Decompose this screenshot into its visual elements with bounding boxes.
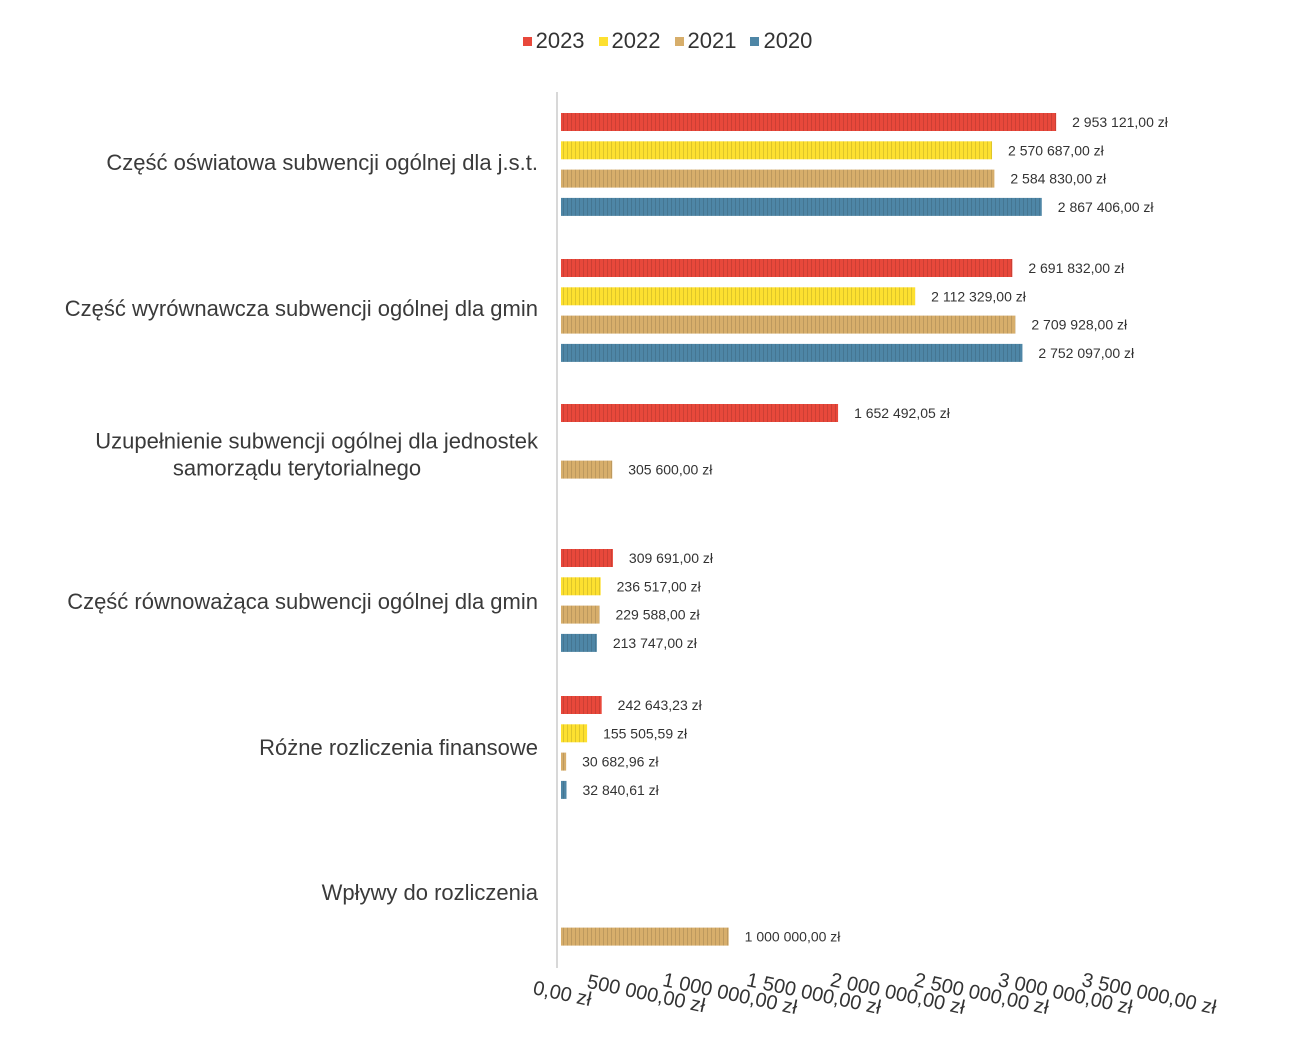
legend-label-2023: 2023 — [535, 28, 585, 53]
bar-2022-4 — [561, 724, 588, 743]
legend-swatch-2023 — [522, 36, 532, 46]
legend-swatch-2022 — [598, 36, 608, 46]
data-label-2021-0: 2 584 830,00 zł — [1010, 171, 1107, 187]
data-label-2023-2: 1 652 492,05 zł — [854, 405, 951, 421]
bar-2022-3 — [561, 577, 601, 596]
data-label-2021-5: 1 000 000,00 zł — [745, 929, 842, 945]
bar-2020-3 — [561, 633, 597, 652]
category-label-0: Część oświatowa subwencji ogólnej dla j.… — [106, 150, 538, 175]
bar-2023-3 — [561, 549, 613, 567]
category-label-5: Wpływy do rozliczenia — [322, 880, 539, 905]
bar-2021-2 — [561, 460, 613, 479]
data-label-2020-3: 213 747,00 zł — [613, 635, 698, 651]
data-label-2020-1: 2 752 097,00 zł — [1038, 345, 1135, 361]
category-label-4: Różne rozliczenia finansowe — [259, 735, 538, 760]
bar-2020-1 — [561, 343, 1023, 362]
legend: 2023 2022 2021 2020 — [0, 28, 1295, 54]
bar-2023-1 — [561, 259, 1013, 277]
data-label-2022-0: 2 570 687,00 zł — [1008, 142, 1105, 158]
data-label-2021-4: 30 682,96 zł — [582, 754, 659, 770]
data-label-2020-4: 32 840,61 zł — [583, 782, 660, 798]
legend-label-2022: 2022 — [611, 28, 661, 53]
category-label-2-line-0: Uzupełnienie subwencji ogólnej dla jedno… — [95, 429, 539, 454]
bar-2023-2 — [561, 404, 839, 422]
legend-label-2020: 2020 — [763, 28, 813, 53]
bar-2021-4 — [561, 752, 567, 771]
data-label-2021-3: 229 588,00 zł — [615, 607, 700, 623]
data-label-2020-0: 2 867 406,00 zł — [1058, 199, 1155, 215]
bar-2023-0 — [561, 113, 1057, 131]
category-label-1: Część wyrównawcza subwencji ogólnej dla … — [65, 296, 538, 321]
category-label-2-line-1: samorządu terytorialnego — [173, 456, 421, 481]
bar-2022-1 — [561, 287, 916, 306]
data-label-2022-4: 155 505,59 zł — [603, 725, 688, 741]
data-label-2022-3: 236 517,00 zł — [617, 578, 702, 594]
bar-2021-1 — [561, 315, 1016, 334]
bar-2023-4 — [561, 696, 602, 714]
legend-swatch-2020 — [750, 36, 760, 46]
data-label-2023-3: 309 691,00 zł — [629, 550, 714, 566]
data-label-2023-1: 2 691 832,00 zł — [1028, 260, 1125, 276]
bar-2022-0 — [561, 141, 993, 160]
legend-label-2021: 2021 — [687, 28, 737, 53]
legend-item-2021: 2021 — [674, 28, 737, 54]
legend-item-2023: 2023 — [522, 28, 585, 54]
bar-2021-5 — [561, 927, 729, 946]
data-label-2023-4: 242 643,23 zł — [618, 697, 703, 713]
data-label-2021-2: 305 600,00 zł — [628, 462, 713, 478]
data-label-2022-1: 2 112 329,00 zł — [931, 288, 1027, 304]
bar-2020-0 — [561, 197, 1042, 216]
x-tick-label-0: 0,00 zł — [531, 977, 594, 1011]
legend-item-2022: 2022 — [598, 28, 661, 54]
legend-item-2020: 2020 — [750, 28, 812, 54]
bar-2020-4 — [561, 780, 567, 799]
bar-2021-0 — [561, 169, 995, 188]
category-label-3: Część równoważąca subwencji ogólnej dla … — [67, 589, 538, 614]
data-label-2023-0: 2 953 121,00 zł — [1072, 114, 1169, 130]
legend-swatch-2021 — [674, 36, 684, 46]
data-label-2021-1: 2 709 928,00 zł — [1031, 317, 1128, 333]
bar-2021-3 — [561, 605, 600, 624]
